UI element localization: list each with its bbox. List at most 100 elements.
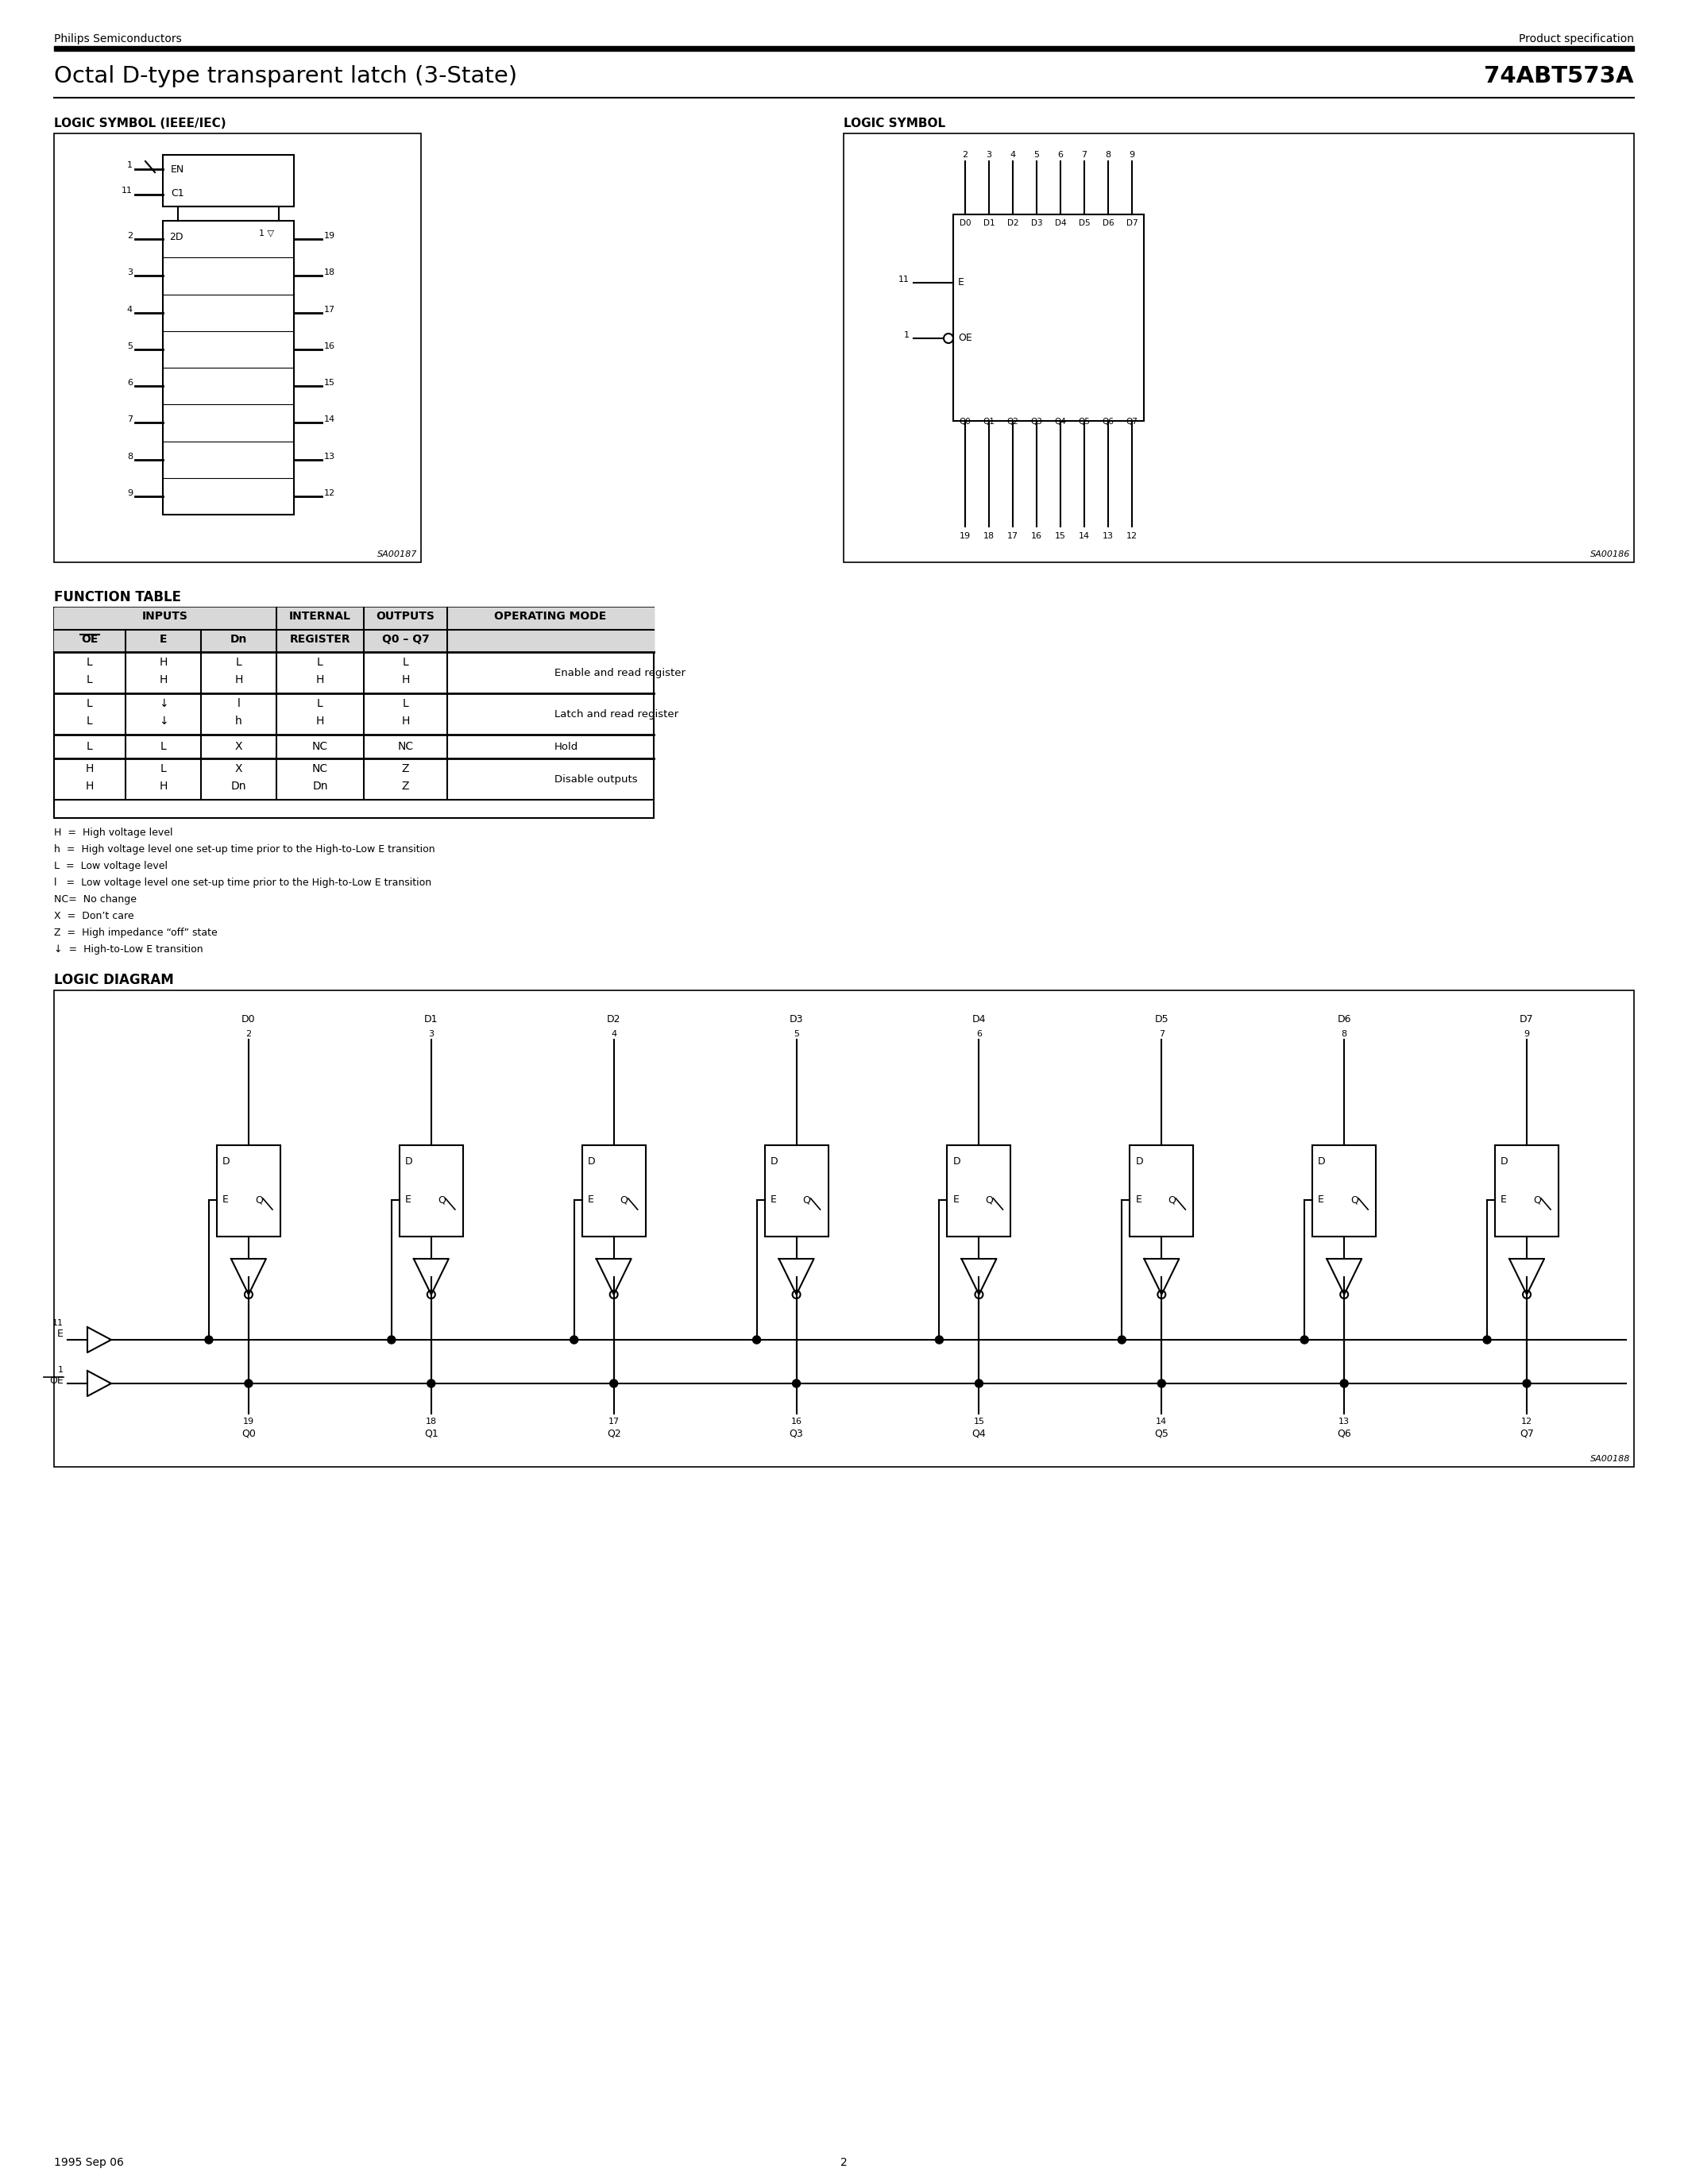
Text: Q: Q — [803, 1195, 810, 1206]
Text: 3: 3 — [986, 151, 993, 159]
Text: Q3: Q3 — [1031, 417, 1043, 426]
Text: 18: 18 — [324, 269, 336, 277]
Text: l: l — [236, 699, 240, 710]
Bar — [954, 214, 1144, 422]
Text: 2: 2 — [841, 2158, 847, 2169]
Circle shape — [753, 1337, 761, 1343]
Text: D0: D0 — [241, 1013, 255, 1024]
Text: H: H — [159, 657, 167, 668]
Text: 9: 9 — [127, 489, 133, 498]
Text: Q0: Q0 — [241, 1428, 255, 1439]
Text: Z  =  High impedance “off” state: Z = High impedance “off” state — [54, 928, 218, 937]
Text: ↓: ↓ — [159, 716, 167, 727]
Text: E: E — [587, 1195, 594, 1206]
Text: D: D — [770, 1155, 778, 1166]
Circle shape — [204, 1337, 213, 1343]
Text: D: D — [1501, 1155, 1509, 1166]
Bar — [844, 133, 1634, 561]
Text: E: E — [959, 277, 964, 288]
Text: Q6: Q6 — [1102, 417, 1114, 426]
Text: Q7: Q7 — [1126, 417, 1138, 426]
Text: 12: 12 — [1126, 533, 1138, 539]
Text: 13: 13 — [1339, 1417, 1350, 1426]
Text: 17: 17 — [324, 306, 336, 314]
Text: 8: 8 — [1342, 1031, 1347, 1037]
Text: D: D — [952, 1155, 960, 1166]
Text: L: L — [86, 675, 93, 686]
Text: L: L — [160, 762, 167, 775]
Text: C1: C1 — [170, 188, 184, 199]
Text: Q7: Q7 — [1519, 1428, 1534, 1439]
Text: 2: 2 — [246, 1031, 252, 1037]
Bar — [162, 221, 294, 515]
Text: D7: D7 — [1519, 1013, 1534, 1024]
Text: 12: 12 — [1521, 1417, 1533, 1426]
Bar — [216, 1144, 280, 1236]
Text: 15: 15 — [974, 1417, 984, 1426]
Text: L: L — [402, 657, 408, 668]
Text: INTERNAL: INTERNAL — [289, 612, 351, 622]
Text: Philips Semiconductors: Philips Semiconductors — [54, 33, 182, 44]
Text: D7: D7 — [1126, 218, 1138, 227]
Text: LOGIC SYMBOL: LOGIC SYMBOL — [844, 118, 945, 129]
Text: L: L — [317, 699, 322, 710]
Text: H  =  High voltage level: H = High voltage level — [54, 828, 172, 839]
Text: Q1: Q1 — [424, 1428, 439, 1439]
Text: H: H — [402, 675, 410, 686]
Text: 19: 19 — [243, 1417, 255, 1426]
Text: Q: Q — [437, 1195, 446, 1206]
Text: Latch and read register: Latch and read register — [554, 710, 679, 719]
Text: 8: 8 — [1106, 151, 1111, 159]
Circle shape — [388, 1337, 395, 1343]
Text: E: E — [1501, 1195, 1507, 1206]
Text: D5: D5 — [1079, 218, 1090, 227]
Text: 7: 7 — [127, 415, 133, 424]
Text: Q: Q — [619, 1195, 628, 1206]
Text: Q3: Q3 — [790, 1428, 803, 1439]
Text: D5: D5 — [1155, 1013, 1168, 1024]
Text: Dn: Dn — [231, 782, 246, 793]
Circle shape — [1117, 1337, 1126, 1343]
Text: L: L — [86, 740, 93, 751]
Text: D4: D4 — [972, 1013, 986, 1024]
Text: H: H — [316, 675, 324, 686]
Text: D: D — [587, 1155, 596, 1166]
Text: Q6: Q6 — [1337, 1428, 1350, 1439]
Text: 3: 3 — [127, 269, 133, 277]
Text: 9: 9 — [1129, 151, 1134, 159]
Text: 17: 17 — [608, 1417, 619, 1426]
Text: D1: D1 — [982, 218, 994, 227]
Text: Q: Q — [1533, 1195, 1541, 1206]
Text: H: H — [86, 782, 95, 793]
Text: 4: 4 — [1009, 151, 1016, 159]
Bar — [54, 989, 1634, 1468]
Text: L: L — [317, 657, 322, 668]
Text: 19: 19 — [959, 533, 971, 539]
Text: E: E — [952, 1195, 959, 1206]
Text: OUTPUTS: OUTPUTS — [376, 612, 436, 622]
Text: E: E — [1318, 1195, 1323, 1206]
Text: ↓  =  High-to-Low E transition: ↓ = High-to-Low E transition — [54, 943, 203, 954]
Text: 16: 16 — [324, 343, 336, 349]
Text: Q1: Q1 — [982, 417, 994, 426]
Text: 3: 3 — [429, 1031, 434, 1037]
Text: FUNCTION TABLE: FUNCTION TABLE — [54, 590, 181, 605]
Text: 4: 4 — [611, 1031, 616, 1037]
Text: EN: EN — [170, 164, 184, 175]
Text: H: H — [159, 675, 167, 686]
Text: 12: 12 — [324, 489, 336, 498]
Circle shape — [1158, 1380, 1165, 1387]
Text: h: h — [235, 716, 241, 727]
Text: Z: Z — [402, 762, 408, 775]
Text: Q: Q — [986, 1195, 993, 1206]
Text: H: H — [159, 782, 167, 793]
Circle shape — [245, 1380, 253, 1387]
Bar — [400, 1144, 463, 1236]
Text: SA00187: SA00187 — [376, 550, 417, 559]
Text: D3: D3 — [1031, 218, 1043, 227]
Bar — [54, 46, 1634, 50]
Text: H: H — [235, 675, 243, 686]
Text: D: D — [223, 1155, 230, 1166]
Bar — [54, 607, 653, 629]
Circle shape — [1300, 1337, 1308, 1343]
